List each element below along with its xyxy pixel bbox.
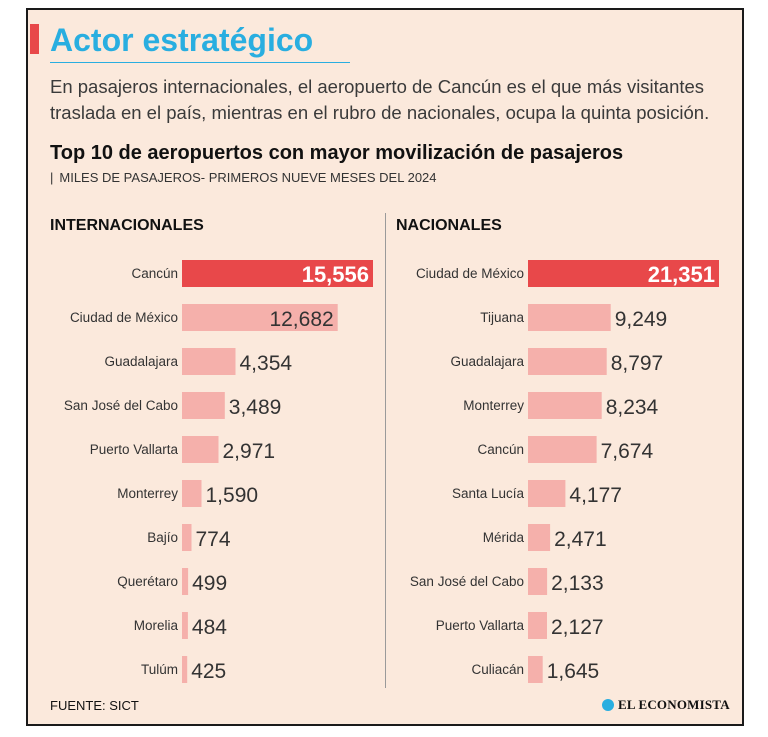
nacionales-bar [528,568,548,595]
internacionales-value-label: 1,590 [206,484,259,507]
nacionales-bar [528,348,607,375]
internacionales-category-label: Querétaro [117,574,178,589]
title-underline [50,62,350,63]
internacionales-value-label: 3,489 [229,396,282,419]
nacionales-bar [528,480,566,507]
nacionales-value-label: 2,471 [554,528,607,551]
internacionales-bar [182,436,219,463]
internacionales-value-label: 4,354 [240,352,293,375]
internacionales-bar [182,524,192,551]
internacionales-bar [182,304,338,331]
internacionales-bar [182,392,225,419]
panel-divider [385,213,386,688]
nacionales-value-label: 2,133 [551,572,604,595]
nacionales-category-label: San José del Cabo [410,574,524,589]
nacionales-bar [528,260,719,287]
internacionales-header: INTERNACIONALES [50,217,204,234]
internacionales-category-label: Tulúm [141,662,178,677]
el-economista-logo: EL ECONOMISTA [602,697,730,713]
nacionales-bar [528,656,543,683]
nacionales-bar [528,392,602,419]
chart-subtitle-text: MILES DE PASAJEROS- PRIMEROS NUEVE MESES… [59,170,437,185]
nacionales-value-label: 4,177 [569,484,622,507]
internacionales-category-label: Cancún [131,266,178,281]
internacionales-category-label: Monterrey [117,486,178,501]
nacionales-bar [528,436,597,463]
nacionales-bar [528,524,551,551]
logo-text: EL ECONOMISTA [618,697,730,712]
internacionales-category-label: Puerto Vallarta [90,442,179,457]
nacionales-value-label: 2,127 [551,616,604,639]
internacionales-bar [182,480,202,507]
nacionales-value-label: 8,234 [606,396,659,419]
nacionales-value-label: 9,249 [615,308,668,331]
internacionales-category-label: Guadalajara [104,354,178,369]
nacionales-value-label: 7,674 [601,440,654,463]
internacionales-category-label: Bajío [147,530,178,545]
nacionales-value-label: 21,351 [648,262,715,287]
chart-title: Top 10 de aeropuertos con mayor moviliza… [50,142,624,164]
chart-subtitle-pipe: | [50,170,54,185]
internacionales-value-label: 499 [192,572,227,595]
internacionales-bar [182,656,188,683]
nacionales-category-label: Puerto Vallarta [436,618,525,633]
nacionales-category-label: Monterrey [463,398,524,413]
internacionales-category-label: Morelia [134,618,179,633]
nacionales-category-label: Mérida [483,530,525,545]
internacionales-category-label: Ciudad de México [70,310,178,325]
internacionales-bar [182,568,189,595]
title-accent-bar [30,24,39,54]
internacionales-value-label: 2,971 [223,440,276,463]
nacionales-category-label: Santa Lucía [452,486,525,501]
nacionales-category-label: Cancún [477,442,524,457]
source-note: FUENTE: SICT [50,698,139,713]
internacionales-value-label: 15,556 [302,262,369,287]
nacionales-category-label: Culiacán [471,662,524,677]
page-subtitle: En pasajeros internacionales, el aeropue… [50,76,710,123]
internacionales-bar [182,612,188,639]
nacionales-value-label: 1,645 [547,660,600,683]
nacionales-value-label: 8,797 [611,352,664,375]
internacionales-bar [182,348,236,375]
internacionales-value-label: 425 [191,660,226,683]
nacionales-header: NACIONALES [396,217,502,234]
internacionales-value-label: 12,682 [269,308,333,331]
nacionales-bar [528,612,547,639]
nacionales-category-label: Ciudad de México [416,266,524,281]
nacionales-category-label: Guadalajara [450,354,524,369]
internacionales-category-label: San José del Cabo [64,398,178,413]
page-title: Actor estratégico [50,22,314,58]
internacionales-bar [182,260,373,287]
nacionales-bar [528,304,611,331]
nacionales-category-label: Tijuana [480,310,524,325]
internacionales-value-label: 484 [192,616,227,639]
chart-subtitle: | MILES DE PASAJEROS- PRIMEROS NUEVE MESE… [50,170,437,185]
internacionales-value-label: 774 [196,528,231,551]
logo-mark-icon [602,699,614,711]
